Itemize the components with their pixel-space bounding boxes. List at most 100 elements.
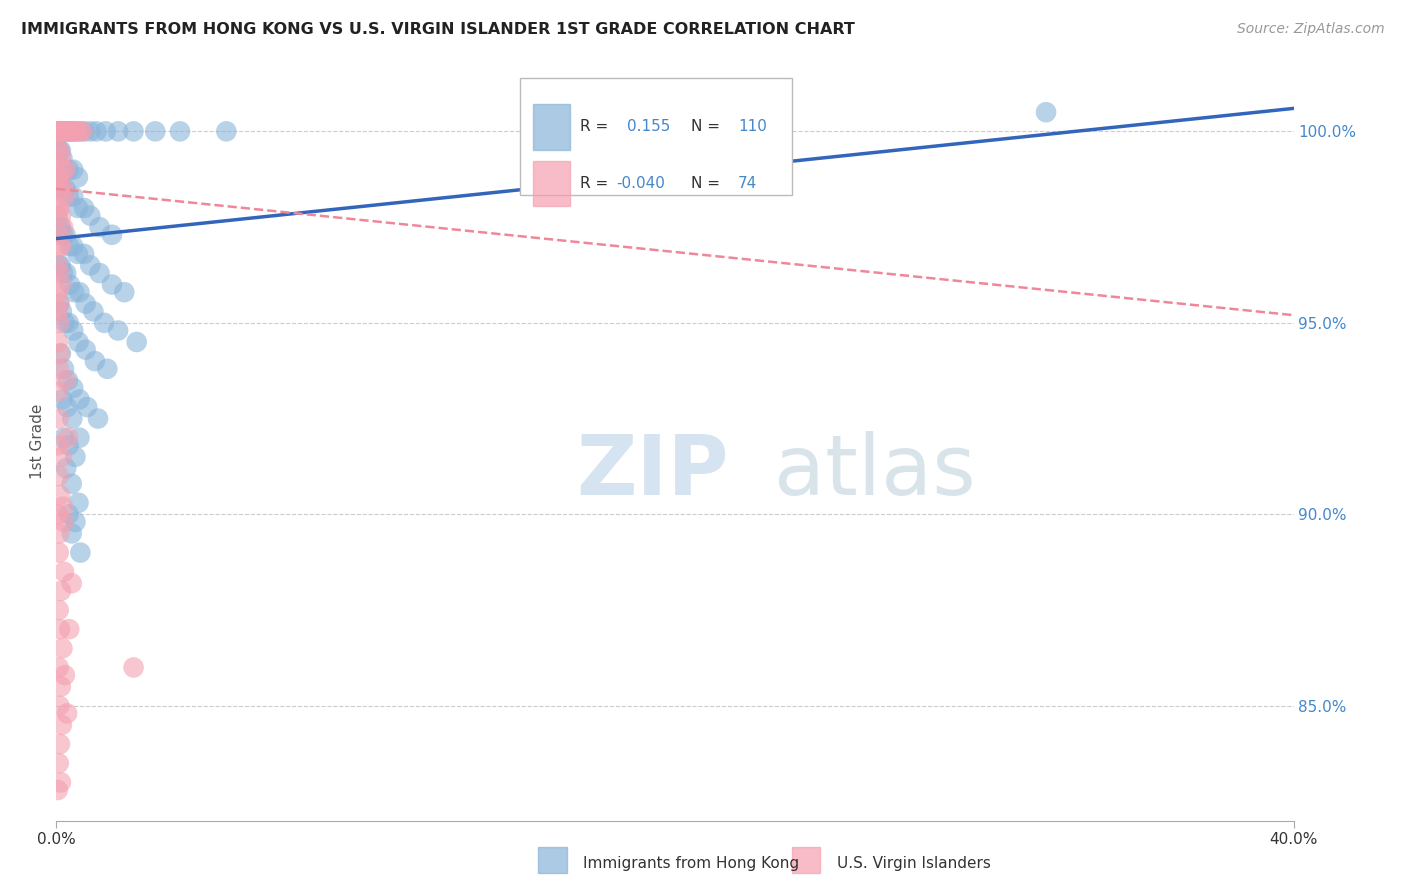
Point <box>125 334 148 349</box>
Point <box>46 170 69 185</box>
Point <box>51 124 73 138</box>
Point <box>46 209 69 223</box>
Point <box>48 124 70 138</box>
Point <box>48 660 70 674</box>
Point <box>79 259 101 273</box>
Point <box>84 354 107 368</box>
Point <box>65 515 87 529</box>
Point <box>52 124 75 138</box>
Point <box>49 259 72 273</box>
Y-axis label: 1st Grade: 1st Grade <box>30 404 45 479</box>
Point <box>75 296 97 310</box>
Point <box>65 124 87 138</box>
Point <box>56 124 79 138</box>
Point <box>46 783 69 797</box>
Point <box>59 277 82 292</box>
Point <box>55 461 77 475</box>
Point <box>46 170 69 185</box>
Point <box>53 361 76 376</box>
Point <box>46 144 69 158</box>
Point <box>53 515 76 529</box>
Point <box>52 227 75 242</box>
Point <box>52 266 75 280</box>
Point <box>48 296 70 310</box>
Point <box>51 124 73 138</box>
Point <box>73 247 96 261</box>
Point <box>169 124 191 138</box>
Point <box>48 201 70 215</box>
Point <box>46 201 69 215</box>
Point <box>49 622 72 636</box>
Point <box>46 285 69 300</box>
Point <box>49 124 72 138</box>
Point <box>53 124 76 138</box>
Point <box>51 304 73 318</box>
Point <box>53 316 76 330</box>
Point <box>48 603 70 617</box>
Point <box>49 209 72 223</box>
Point <box>49 737 72 751</box>
Text: Source: ZipAtlas.com: Source: ZipAtlas.com <box>1237 22 1385 37</box>
Point <box>62 239 84 253</box>
Text: N =: N = <box>690 120 725 135</box>
Point <box>56 706 79 721</box>
Point <box>49 239 72 253</box>
Point <box>49 277 72 292</box>
Point <box>49 182 72 196</box>
Point <box>66 170 89 185</box>
Point <box>76 400 98 414</box>
Point <box>56 431 79 445</box>
Point <box>51 641 73 656</box>
Point <box>48 469 70 483</box>
Point <box>49 124 72 138</box>
Point <box>58 622 80 636</box>
Point <box>66 124 89 138</box>
Point <box>46 259 69 273</box>
Point <box>53 668 76 682</box>
Point <box>58 316 80 330</box>
Point <box>48 411 70 425</box>
Point <box>52 220 75 235</box>
Point <box>94 124 117 138</box>
Point <box>48 124 70 138</box>
Point <box>56 124 79 138</box>
Point <box>49 220 72 235</box>
Point <box>48 266 70 280</box>
Point <box>87 411 110 425</box>
Point <box>75 343 97 357</box>
Point <box>46 124 69 138</box>
Point <box>55 373 77 387</box>
Point <box>58 239 80 253</box>
Text: Immigrants from Hong Kong: Immigrants from Hong Kong <box>583 856 800 871</box>
Point <box>215 124 238 138</box>
Point <box>48 296 70 310</box>
Point <box>52 124 75 138</box>
Point <box>62 324 84 338</box>
Point <box>53 431 76 445</box>
Point <box>72 124 94 138</box>
Bar <box>533 161 569 206</box>
Point <box>55 266 77 280</box>
Point <box>69 392 90 407</box>
Point <box>49 346 72 360</box>
Point <box>48 170 70 185</box>
Point <box>48 144 70 158</box>
Point <box>51 151 73 165</box>
Text: IMMIGRANTS FROM HONG KONG VS U.S. VIRGIN ISLANDER 1ST GRADE CORRELATION CHART: IMMIGRANTS FROM HONG KONG VS U.S. VIRGIN… <box>21 22 855 37</box>
Point <box>62 381 84 395</box>
Point <box>51 450 73 464</box>
Point <box>49 124 72 138</box>
Point <box>107 324 129 338</box>
Point <box>59 124 82 138</box>
Point <box>66 247 89 261</box>
Point <box>69 285 90 300</box>
Point <box>48 316 70 330</box>
Point <box>60 124 83 138</box>
Point <box>53 124 76 138</box>
Text: -0.040: -0.040 <box>617 176 665 191</box>
Point <box>48 545 70 559</box>
Point <box>52 182 75 196</box>
Point <box>48 124 70 138</box>
Point <box>58 124 80 138</box>
Point <box>48 220 70 235</box>
